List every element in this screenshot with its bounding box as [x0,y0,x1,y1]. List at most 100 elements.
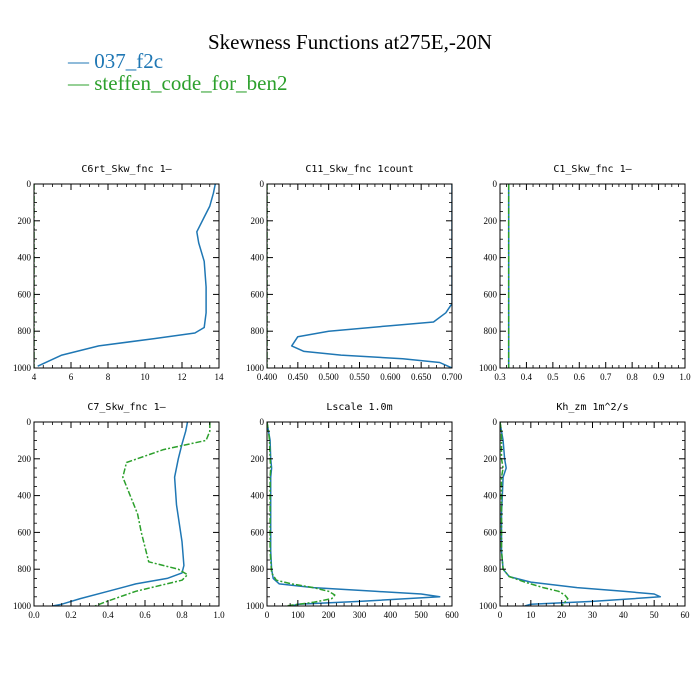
y-tick-label: 600 [484,289,498,299]
y-tick-label: 0 [493,179,498,189]
series-line-0 [52,422,189,606]
plot-frame [33,183,220,369]
x-tick-label: 0.550 [349,372,370,382]
x-tick-label: 0.500 [319,372,340,382]
x-tick-label: 0.650 [411,372,432,382]
y-tick-label: 600 [251,289,265,299]
panel-5: Kh_zm 1m^2/s0 10 20 30 40 50 60020040060080010… [479,402,690,620]
panel-2: C1_Skw_fnc 1— 0.3 0.4 0.5 0.6 0.7 0.8 0.9 1.0 0 20… [479,164,691,382]
y-tick-label: 600 [18,527,32,537]
y-tick-label: 1000 [13,363,32,373]
y-tick-label: 0 [27,179,32,189]
panel-title: C11_Skw_fnc 1count [305,164,413,175]
x-tick-label: 0.600 [380,372,401,382]
x-tick-label: 0 [265,610,270,620]
series-line-0 [37,184,217,367]
y-tick-label: 800 [484,326,498,336]
panels-group: C6rt_Skw_fnc 1—4 6 8 10 12 140200400600800100… [13,164,691,620]
x-tick-label: 20 [557,610,567,620]
y-tick-label: 0 [260,417,265,427]
panel-title: C1_Skw_fnc 1— [553,164,632,175]
y-tick-label: 1000 [479,601,498,611]
panel-title: C6rt_Skw_fnc 1— [81,164,172,175]
x-tick-label: 60 [681,610,691,620]
legend-entry-steffen-code: — steffen_code_for_ben2 [67,71,287,95]
x-tick-label: 6 [69,372,74,382]
x-tick-label: 200 [322,610,336,620]
y-tick-label: 1000 [479,363,498,373]
y-tick-label: 800 [18,326,32,336]
x-tick-label: 0.400 [257,372,278,382]
plot-frame [499,183,686,369]
figure-title: Skewness Functions at275E,-20N [208,30,492,54]
x-tick-label: 0.700 [442,372,463,382]
plot-frame [266,421,453,607]
series-line-0 [500,422,662,606]
series-line-0 [267,422,441,606]
x-tick-label: 1.0 [213,610,225,620]
y-tick-label: 400 [18,491,32,501]
y-tick-label: 400 [18,253,32,263]
x-tick-label: 4 [32,372,37,382]
series-line-1 [94,422,211,606]
x-tick-label: 30 [588,610,598,620]
x-tick-label: 40 [619,610,629,620]
x-tick-label: 0.6 [574,372,586,382]
series-line-0 [290,184,452,368]
y-tick-label: 200 [18,454,32,464]
x-tick-label: 50 [650,610,660,620]
y-tick-label: 0 [27,417,32,427]
panel-title: C7_Skw_fnc 1— [87,402,166,413]
x-tick-label: 0.3 [494,372,506,382]
plot-frame [499,421,686,607]
panel-title: Lscale 1.0m [326,402,392,413]
y-tick-label: 800 [484,564,498,574]
y-tick-label: 800 [251,326,265,336]
x-tick-label: 8 [106,372,111,382]
x-tick-label: 0.450 [288,372,309,382]
y-tick-label: 0 [493,417,498,427]
x-tick-label: 600 [445,610,459,620]
x-tick-label: 0.8 [176,610,188,620]
y-tick-label: 400 [251,253,265,263]
x-tick-label: 0 [498,610,503,620]
y-tick-label: 600 [484,527,498,537]
panel-3: C7_Skw_fnc 1— 0.0 0.2 0.4 0.6 0.8 1.0 0 200 400 60… [13,402,225,620]
x-tick-label: 0.8 [627,372,639,382]
y-tick-label: 600 [18,289,32,299]
y-tick-label: 1000 [246,601,265,611]
y-tick-label: 600 [251,527,265,537]
y-tick-label: 1000 [246,363,265,373]
x-tick-label: 1.0 [679,372,691,382]
panel-title: Kh_zm 1m^2/s [556,402,628,413]
x-tick-label: 0.0 [28,610,40,620]
y-tick-label: 200 [484,216,498,226]
x-tick-label: 300 [353,610,367,620]
x-tick-label: 100 [291,610,305,620]
x-tick-label: 14 [215,372,225,382]
y-tick-label: 800 [18,564,32,574]
x-tick-label: 0.6 [139,610,151,620]
x-tick-label: 0.4 [102,610,114,620]
x-tick-label: 12 [178,372,187,382]
y-tick-label: 200 [251,454,265,464]
x-tick-label: 400 [384,610,398,620]
series-line-1 [267,422,336,606]
y-tick-label: 200 [251,216,265,226]
plot-frame [33,421,220,607]
x-tick-label: 10 [141,372,151,382]
series-line-1 [500,422,569,606]
y-tick-label: 800 [251,564,265,574]
panel-0: C6rt_Skw_fnc 1— 4 6 8 10 12 14 0 200 400 600 800 100… [13,164,224,382]
x-tick-label: 0.4 [521,372,533,382]
y-tick-label: 400 [484,253,498,263]
y-tick-label: 0 [260,179,265,189]
x-tick-label: 10 [526,610,536,620]
y-tick-label: 400 [251,491,265,501]
x-tick-label: 0.5 [547,372,559,382]
y-tick-label: 200 [18,216,32,226]
x-tick-label: 0.9 [653,372,665,382]
x-tick-label: 0.7 [600,372,612,382]
y-tick-label: 400 [484,491,498,501]
